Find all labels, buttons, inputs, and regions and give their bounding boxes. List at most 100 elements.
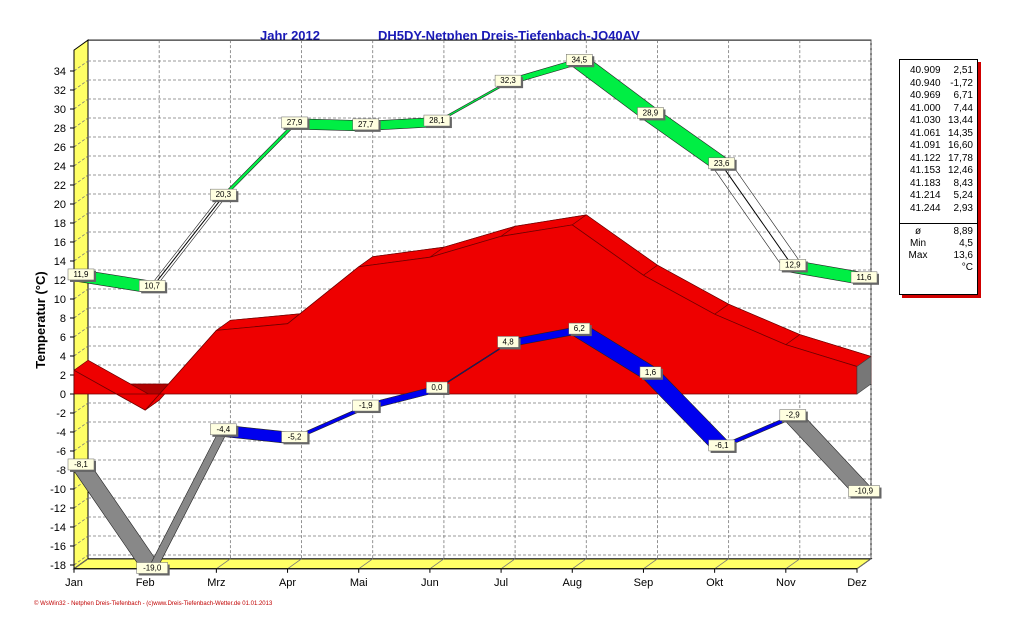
x-tick-label: Dez	[847, 577, 867, 589]
max-data-label: 11,9	[74, 270, 90, 279]
row-value: 14,35	[947, 127, 973, 139]
min-data-label: -4,4	[216, 425, 230, 434]
row-value: 12,46	[947, 165, 973, 176]
min-label-box	[779, 409, 807, 421]
x-tick-label: Apr	[279, 577, 296, 589]
grid-diagonal	[73, 117, 89, 129]
max-thin-segment	[721, 164, 794, 267]
monthly-value-row: 40.940 -1,72	[900, 78, 977, 91]
max-data-label: 23,6	[714, 159, 730, 168]
row-date: 41.153	[910, 165, 941, 176]
grid-diagonal	[73, 307, 89, 319]
x-tick-label: Jan	[65, 577, 83, 589]
chart-subtitle: DH5DY-Netphen Dreis-Tiefenbach-JO40AV	[378, 28, 640, 43]
x-tick-label: Aug	[562, 577, 582, 589]
grid-diagonal	[73, 535, 89, 547]
monthly-value-row: 40.969 6,71	[900, 90, 977, 103]
grid-floor-line	[216, 558, 231, 570]
grid-floor-line	[785, 558, 801, 570]
stat-label: ø	[914, 226, 922, 237]
x-tick-label: Sep	[634, 577, 654, 589]
y-tick-label: 32	[54, 85, 66, 97]
summary-stats: ø 8,89 Min 4,5 Max 13,6 °C	[900, 226, 977, 274]
chart-title: Jahr 2012	[260, 28, 320, 43]
x-tick-label: Nov	[776, 577, 796, 589]
y-tick-label: -12	[50, 503, 66, 515]
stat-value: 8,89	[953, 226, 973, 237]
max-label-box	[708, 157, 735, 170]
min-label-box	[568, 322, 591, 335]
max-label-box	[566, 54, 593, 66]
y-tick-label: -16	[50, 541, 66, 553]
min-data-label: -6,1	[715, 441, 729, 450]
stat-label	[904, 262, 932, 274]
y-tick-label: -6	[56, 446, 66, 458]
grid-diagonal	[73, 288, 89, 300]
row-date: 40.940	[910, 77, 941, 89]
grid-diagonal	[73, 60, 89, 72]
row-date: 41.214	[910, 190, 941, 201]
grid-floor-line	[856, 558, 872, 570]
chart-series	[73, 55, 872, 575]
y-tick-label: 8	[60, 313, 66, 325]
row-date: 41.000	[910, 102, 941, 114]
monthly-value-row: 41.183 8,43	[900, 178, 977, 191]
y-tick-label: -4	[56, 427, 66, 439]
row-date: 41.183	[910, 177, 941, 189]
x-tick-label: Feb	[136, 577, 155, 589]
max-data-label: 11,6	[857, 273, 873, 282]
max-data-label: 34,5	[571, 55, 587, 64]
max-data-label: 10,7	[144, 281, 160, 290]
mean-area-side	[856, 355, 872, 395]
row-date: 41.030	[910, 115, 941, 126]
y-tick-label: 16	[54, 237, 66, 249]
max-data-label: 28,9	[643, 108, 659, 117]
max-label-box	[281, 116, 308, 129]
footer-credit: © WsWin32 - Netphen Dreis-Tiefenbach - (…	[34, 600, 273, 607]
summary-stat-row: ø 8,89	[900, 226, 977, 238]
y-tick-label: 34	[54, 66, 66, 78]
min-label-box	[352, 399, 379, 412]
grid-diagonal	[73, 326, 89, 338]
row-value: 2,93	[953, 202, 973, 214]
y-tick-label: -10	[50, 484, 66, 496]
monthly-value-row: 41.214 5,24	[900, 190, 977, 203]
row-date: 40.969	[910, 90, 941, 101]
y-axis-label: Temperatur (°C)	[33, 271, 48, 368]
max-label-box	[637, 107, 664, 119]
x-tick-label: Jul	[494, 577, 508, 589]
row-date: 41.061	[910, 127, 941, 139]
monthly-value-row: 41.244 2,93	[900, 203, 977, 216]
row-value: 16,60	[947, 140, 973, 151]
min-label-box	[708, 439, 735, 452]
y-tick-label: -2	[56, 408, 66, 420]
y-tick-label: 2	[60, 370, 66, 382]
grid-diagonal	[73, 155, 89, 167]
max-data-label: 12,9	[785, 260, 801, 269]
x-tick-label: Okt	[706, 577, 723, 589]
grid-diagonal	[73, 554, 89, 566]
left-wall	[73, 39, 89, 570]
max-label-box	[138, 280, 166, 292]
monthly-value-row: 41.000 7,44	[900, 103, 977, 116]
row-value: 17,78	[947, 152, 973, 164]
mean-area-front	[73, 224, 858, 411]
grid-floor-line	[429, 558, 445, 570]
grid-floor-line	[643, 558, 658, 570]
y-tick-label: 0	[60, 389, 66, 401]
y-tick-label: 30	[54, 104, 66, 116]
data-labels: 11,9 10,7 20,3 27,9 27,7 28,1 32,3 34,5 28,9 23,6…	[67, 54, 882, 576]
grid-diagonal	[73, 421, 89, 433]
stat-label: Max	[908, 250, 928, 261]
y-tick-label: 24	[54, 161, 66, 173]
max-label-box	[210, 188, 237, 201]
y-tick-label: 6	[60, 332, 66, 344]
y-tick-label: 10	[54, 294, 66, 306]
min-label-box	[497, 336, 519, 348]
floor-wall	[72, 558, 873, 570]
row-date: 41.244	[910, 202, 941, 214]
grid-diagonal	[73, 478, 89, 490]
min-data-label: 1,6	[645, 368, 657, 377]
monthly-values-panel: 40.909 2,51 40.940 -1,72 40.969 6,71 41.000 7,4…	[899, 59, 978, 295]
